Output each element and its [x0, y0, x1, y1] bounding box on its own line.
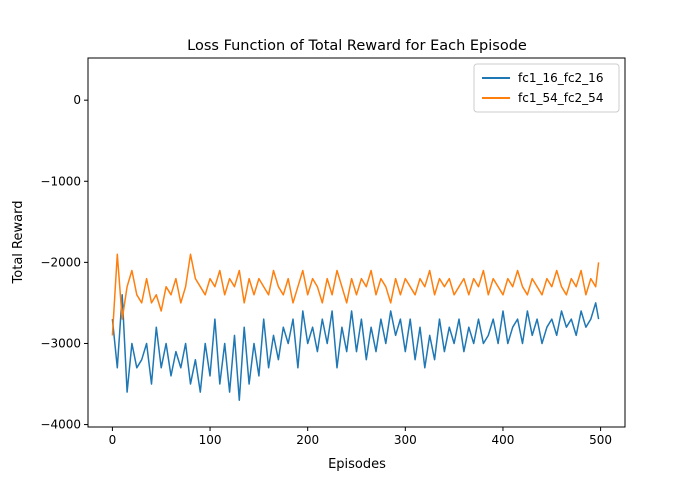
legend: fc1_16_fc2_16 fc1_54_fc2_54 [473, 63, 620, 113]
series-line-fc1_16_fc2_16 [111, 294, 600, 401]
x-tick-label: 0 [109, 433, 117, 447]
y-tick-label: −4000 [40, 418, 81, 432]
legend-label: fc1_54_fc2_54 [518, 91, 603, 105]
x-tick-label: 300 [394, 433, 417, 447]
y-tick-label: −1000 [40, 174, 81, 188]
x-axis-label: Episodes [328, 457, 386, 472]
series-layer [111, 253, 600, 401]
chart-title: Loss Function of Total Reward for Each E… [187, 38, 527, 54]
series-line-fc1_54_fc2_54 [111, 253, 600, 336]
x-tick-label: 100 [199, 433, 222, 447]
y-tick-label: 0 [73, 93, 81, 107]
x-tick-label: 200 [296, 433, 319, 447]
x-tick-label: 500 [589, 433, 612, 447]
plot-frame [87, 57, 626, 428]
y-tick-label: −3000 [40, 336, 81, 350]
legend-box [473, 63, 620, 113]
axes-layer: 0 100 200 300 400 500 0 −1000 −2000 −3000 −4000 [40, 93, 612, 447]
y-tick-label: −2000 [40, 255, 81, 269]
y-axis-label: Total Reward [11, 201, 26, 285]
legend-label: fc1_16_fc2_16 [518, 71, 603, 85]
x-tick-label: 400 [492, 433, 515, 447]
